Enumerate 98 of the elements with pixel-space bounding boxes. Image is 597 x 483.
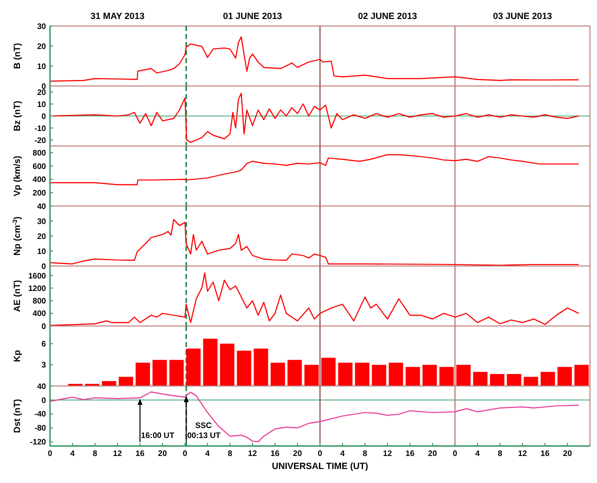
line-series [49,272,580,326]
x-tick-label: 8 [92,449,98,458]
text: 03 JUNE 2013 [492,11,552,21]
y-tick-label: 200 [32,188,47,198]
y-tick-label: 1200 [28,284,47,293]
y-tick-label: 800 [32,296,47,306]
x-tick-label: 4 [340,449,346,458]
y-tick-label: 0 [42,322,47,331]
bar [456,364,471,386]
x-tick-label: 16 [406,449,415,458]
bar [574,364,589,386]
bar [304,364,319,386]
x-tick-label: 20 [293,449,302,458]
bar [203,338,218,386]
y-axis-title: Kp [12,350,22,362]
x-tick-label: 4 [205,449,210,458]
y-tick-label: 10 [37,246,47,256]
y-tick-label: 6 [42,339,47,348]
x-tick-label: 4 [70,449,76,458]
bar [506,374,522,386]
bar [540,372,555,386]
x-tick-label: 0 [48,449,53,458]
x-tick-label: 0 [318,449,323,458]
ref-line-label: 16:00 UT [141,431,174,440]
bar [220,344,234,386]
bar [355,362,370,386]
x-tick-label: 16 [540,449,550,458]
x-tick-label: 12 [248,449,258,458]
y-tick-label: 10 [37,100,47,109]
x-axis-title: UNIVERSAL TIME (UT) [272,461,368,471]
x-tick-label: 0 [182,449,188,458]
bar [236,350,252,386]
line-series [49,36,580,82]
line-series [49,218,580,266]
y-tick-label: 20 [37,232,47,241]
x-tick-label: 20 [158,449,168,458]
bar [388,362,404,386]
x-tick-label: 12 [383,449,392,458]
y-tick-label: 600 [32,162,47,171]
bar [422,364,437,386]
bar [558,366,572,386]
bar [186,348,201,386]
bar [254,348,268,386]
bar [524,376,538,386]
bar [439,366,454,386]
bar [338,362,352,386]
x-tick-label: 8 [498,449,503,458]
y-tick-label: 3 [42,360,47,370]
y-tick-label: 30 [37,216,47,226]
x-tick-label: 8 [228,449,233,458]
bar [118,376,134,386]
text: 02 JUNE 2013 [358,11,418,21]
x-tick-label: 12 [518,449,528,458]
y-tick-label: 10 [37,62,47,71]
bar [321,358,336,386]
y-tick-label: 40 [37,202,47,211]
ref-line-label: SSC 00:13 UT [187,421,221,440]
y-tick-label: 30 [37,22,47,31]
bar [169,360,184,386]
y-tick-label: 20 [37,42,47,51]
y-tick-label: 40 [37,382,47,391]
line-series [49,391,580,442]
bar [288,360,302,386]
x-tick-label: 4 [475,449,480,458]
text: 01 JUNE 2013 [222,11,282,21]
x-tick-label: 20 [428,449,438,458]
y-axis-title: Bz (nT) [12,100,22,132]
y-tick-label: -80 [34,424,47,433]
bar [473,372,488,386]
y-tick-label: -40 [34,410,47,419]
y-tick-label: -20 [34,136,47,145]
text: 31 MAY 2013 [90,11,145,21]
x-tick-label: 16 [270,449,280,458]
bar [372,364,386,386]
y-tick-label: 0 [42,262,47,271]
bar [490,374,504,386]
y-tick-label: 0 [42,112,47,121]
bar [270,362,285,386]
y-tick-label: 400 [32,309,47,318]
y-tick-label: -10 [34,124,47,133]
line-series [49,154,580,186]
bar [406,366,420,386]
bar [152,360,167,386]
y-axis-title: Vp (km/s) [12,156,22,196]
y-tick-label: 0 [42,396,47,405]
x-tick-label: 12 [113,449,122,458]
y-axis-title: Dst (nT) [12,399,22,433]
y-tick-label: 400 [32,175,47,184]
y-axis-title: B (nT) [12,43,22,69]
y-tick-label: -120 [30,438,47,447]
x-tick-label: 20 [563,449,572,458]
bar [136,362,150,386]
x-tick-label: 8 [362,449,368,458]
y-tick-label: 1600 [28,271,47,280]
x-tick-label: 0 [452,449,458,458]
x-tick-label: 16 [136,449,145,458]
y-tick-label: 800 [32,148,47,158]
y-axis-title: AE (nT) [12,280,22,312]
